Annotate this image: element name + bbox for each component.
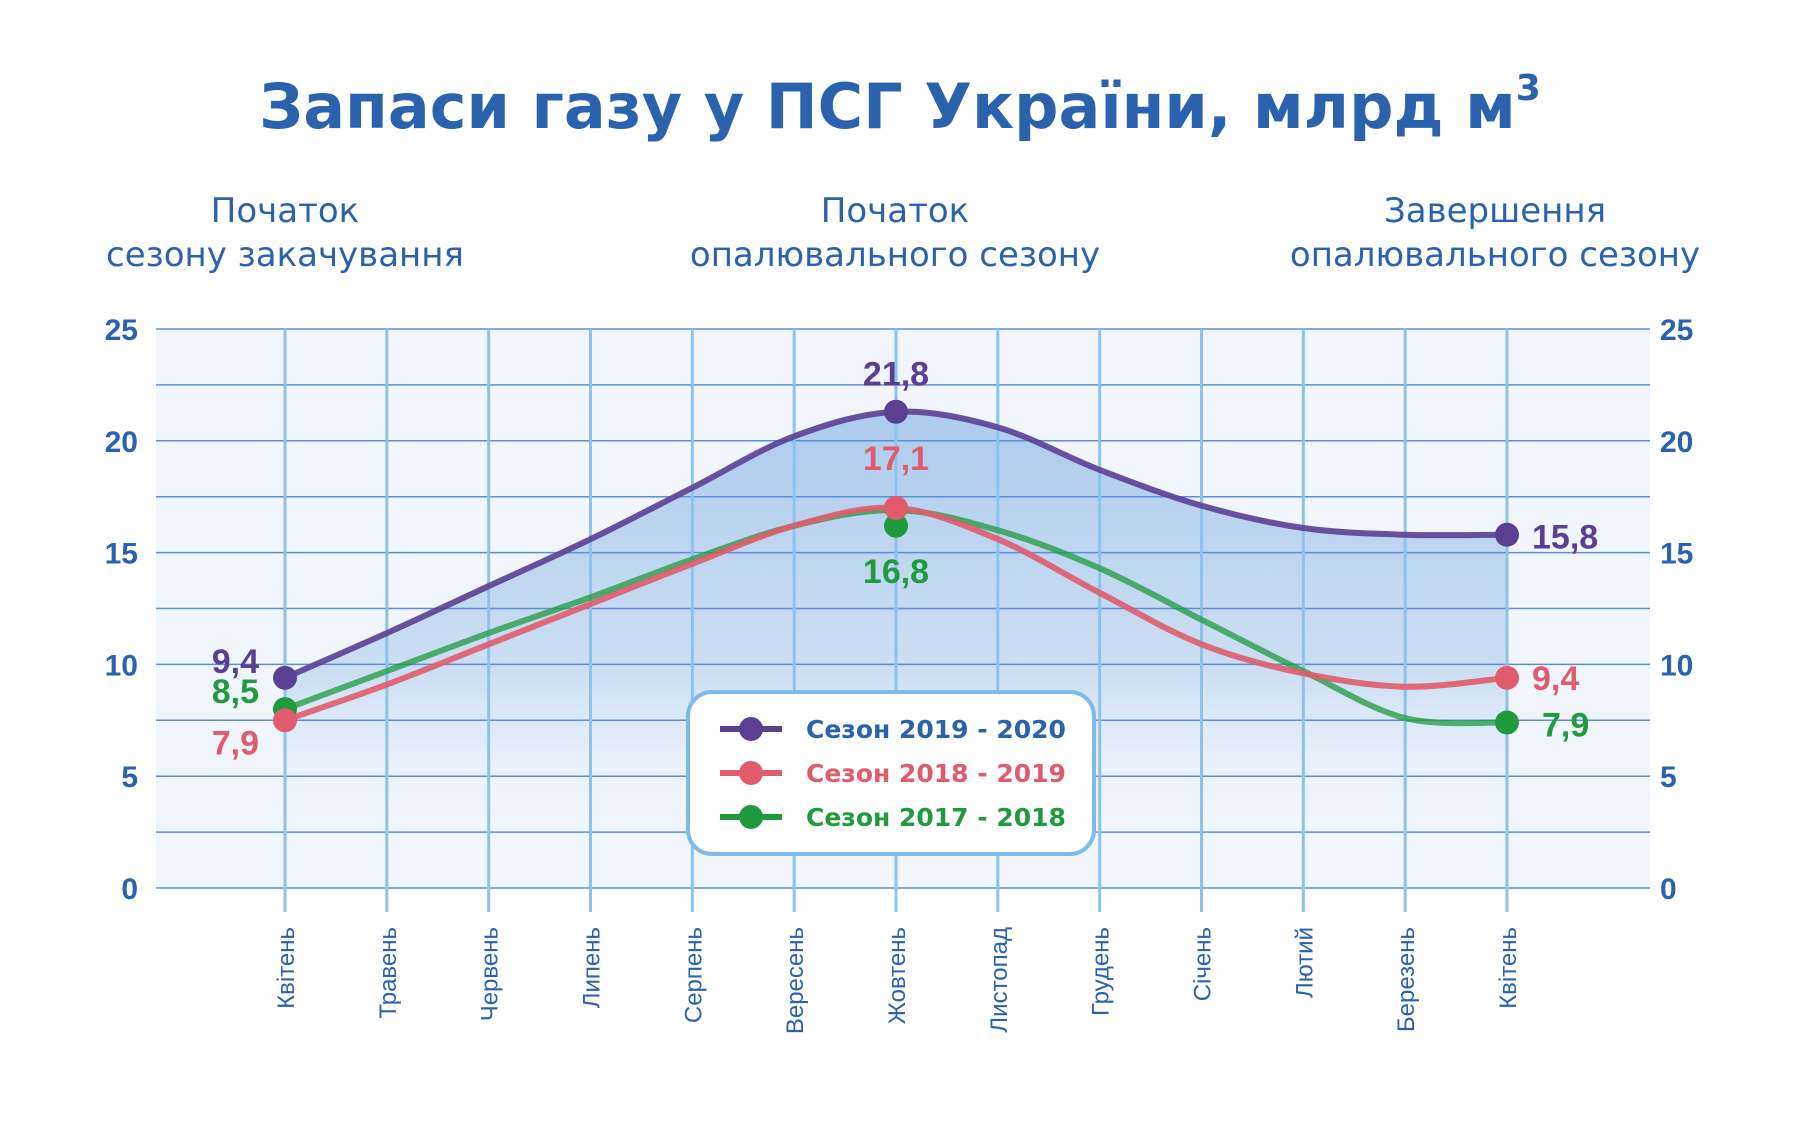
data-point xyxy=(1495,710,1519,735)
y-tick-left: 25 xyxy=(105,314,138,347)
annotation-line2: опалювального сезону xyxy=(690,235,1100,275)
y-tick-right: 15 xyxy=(1660,538,1693,571)
annotation-line1: Початок xyxy=(211,191,359,231)
x-tick-label: Серпень xyxy=(680,927,707,1023)
legend-item: Сезон 2018 - 2019 xyxy=(720,759,1066,788)
x-tick-label: Березень xyxy=(1393,927,1420,1032)
x-tick-label: Січень xyxy=(1190,927,1217,1001)
annotation-line2: опалювального сезону xyxy=(1290,235,1700,275)
x-tick-label: Жовтень xyxy=(884,927,911,1024)
legend-item: Сезон 2019 - 2020 xyxy=(720,715,1066,744)
data-label: 15,8 xyxy=(1532,519,1598,557)
x-tick-label: Квітень xyxy=(273,927,300,1009)
x-tick-label: Травень xyxy=(375,927,402,1019)
y-tick-left: 5 xyxy=(121,761,138,794)
annotation-line1: Початок xyxy=(821,191,969,231)
legend-label: Сезон 2019 - 2020 xyxy=(806,715,1066,744)
y-tick-right: 10 xyxy=(1660,649,1693,682)
data-label: 7,9 xyxy=(1542,707,1589,745)
x-tick-label: Листопад xyxy=(986,927,1013,1033)
y-tick-left: 10 xyxy=(105,649,138,682)
data-label: 17,1 xyxy=(863,440,929,478)
data-point xyxy=(273,665,297,690)
x-tick-label: Вересень xyxy=(782,927,809,1034)
x-tick-label: Лютий xyxy=(1291,927,1318,998)
x-tick-label: Квітень xyxy=(1495,927,1522,1009)
data-point xyxy=(884,399,908,424)
data-label: 16,8 xyxy=(863,553,929,591)
legend-marker xyxy=(739,805,763,829)
x-tick-label: Грудень xyxy=(1088,927,1115,1016)
data-point xyxy=(884,495,908,520)
legend-label: Сезон 2018 - 2019 xyxy=(806,759,1066,788)
annotation-line2: сезону закачування xyxy=(106,235,464,275)
data-label: 21,8 xyxy=(863,356,929,394)
y-tick-right: 0 xyxy=(1660,873,1677,906)
data-label: 9,4 xyxy=(1532,660,1579,698)
legend-item: Сезон 2017 - 2018 xyxy=(720,803,1066,832)
x-tick-label: Липень xyxy=(579,927,606,1008)
y-tick-left: 20 xyxy=(105,426,138,459)
y-tick-right: 25 xyxy=(1660,314,1693,347)
data-point xyxy=(273,708,297,733)
data-label: 9,4 xyxy=(212,643,259,681)
y-tick-right: 5 xyxy=(1660,761,1677,794)
y-tick-right: 20 xyxy=(1660,426,1693,459)
data-point xyxy=(884,513,908,538)
legend-box xyxy=(686,690,1096,856)
y-tick-left: 15 xyxy=(105,538,138,571)
legend-marker xyxy=(739,717,763,741)
data-point xyxy=(1495,665,1519,690)
data-point xyxy=(1495,522,1519,547)
legend-marker xyxy=(739,761,763,785)
x-tick-label: Червень xyxy=(477,927,504,1021)
legend-label: Сезон 2017 - 2018 xyxy=(806,803,1066,832)
legend: Сезон 2019 - 2020 Сезон 2018 - 2019 Сезон … xyxy=(686,690,1096,856)
data-label: 7,9 xyxy=(212,724,259,762)
data-label: 8,5 xyxy=(212,673,259,711)
chart-title: Запаси газу у ПСГ України, млрд м3 xyxy=(259,68,1541,143)
y-tick-left: 0 xyxy=(121,873,138,906)
annotation-line1: Завершення xyxy=(1384,191,1606,231)
